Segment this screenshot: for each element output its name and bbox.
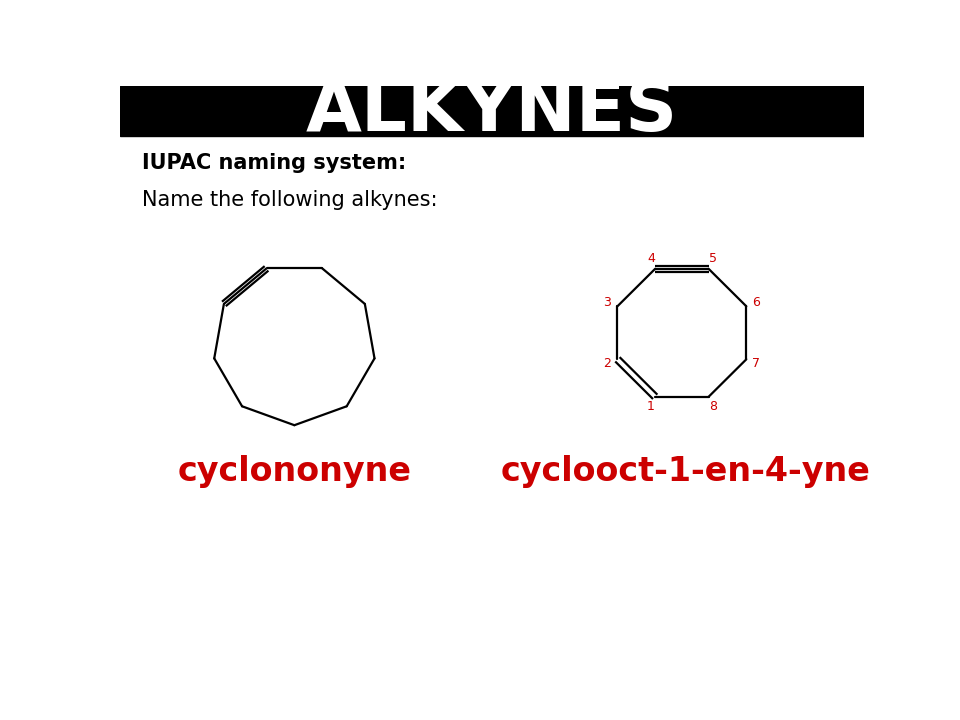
Text: 4: 4 xyxy=(647,252,655,265)
Text: cyclononyne: cyclononyne xyxy=(178,455,412,488)
Text: 8: 8 xyxy=(708,400,717,413)
Text: 1: 1 xyxy=(647,400,655,413)
Text: 3: 3 xyxy=(604,296,612,309)
Text: IUPAC naming system:: IUPAC naming system: xyxy=(142,153,406,174)
Text: Name the following alkynes:: Name the following alkynes: xyxy=(142,190,437,210)
Text: 2: 2 xyxy=(604,357,612,370)
Text: ALKYNES: ALKYNES xyxy=(306,77,678,146)
Text: 5: 5 xyxy=(708,252,717,265)
Bar xyxy=(120,86,864,137)
Text: cyclooct-1-en-4-yne: cyclooct-1-en-4-yne xyxy=(501,455,871,488)
Text: 7: 7 xyxy=(753,357,760,370)
Text: 6: 6 xyxy=(753,296,760,309)
